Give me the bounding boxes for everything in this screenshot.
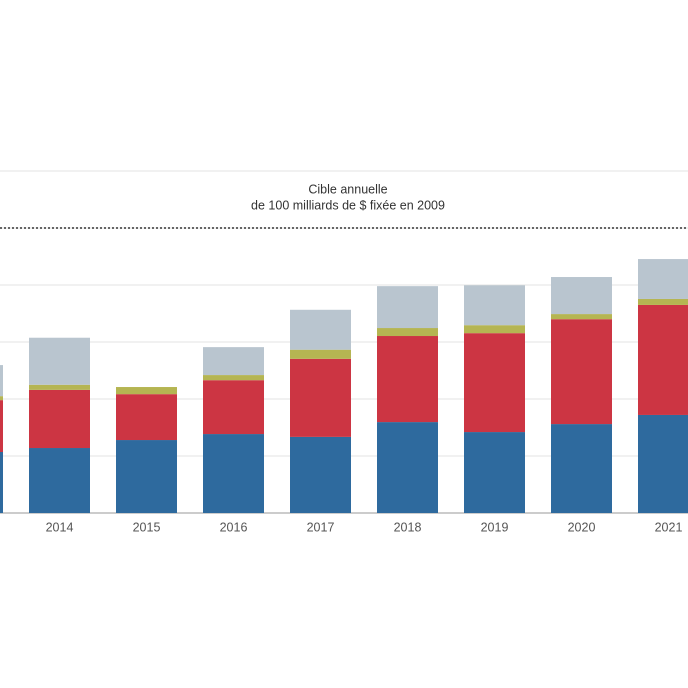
- bar-segment: [290, 309, 351, 350]
- bar-segment: [638, 414, 688, 513]
- bar-segment: [638, 259, 688, 299]
- x-tick-label: 2017: [307, 520, 335, 534]
- bar-segment: [464, 333, 525, 433]
- bar-segment: [464, 285, 525, 326]
- bar-segment: [638, 304, 688, 415]
- bar-segment: [116, 440, 177, 513]
- bar-segment: [0, 396, 3, 401]
- bar-segment: [0, 365, 3, 397]
- bar-segment: [29, 384, 90, 390]
- bar-segment: [377, 286, 438, 329]
- bar-segment: [0, 452, 3, 513]
- x-tick-label: 2019: [481, 520, 509, 534]
- bar-segment: [464, 325, 525, 334]
- bar-segment: [464, 432, 525, 513]
- bar-segment: [290, 358, 351, 437]
- bar-segment: [116, 387, 177, 395]
- x-tick-label: 2018: [394, 520, 422, 534]
- bar-segment: [290, 349, 351, 359]
- bar-segment: [203, 375, 264, 381]
- bar-segment: [377, 422, 438, 513]
- annotation: Cible annuelle: [308, 182, 387, 196]
- x-tick-label: 2020: [568, 520, 596, 534]
- bar-segment: [29, 337, 90, 385]
- bar-segment: [551, 424, 612, 513]
- bar-segment: [551, 277, 612, 315]
- bar-segment: [290, 436, 351, 513]
- x-tick-label: 2014: [46, 520, 74, 534]
- x-tick-label: 2016: [220, 520, 248, 534]
- bar-segment: [203, 380, 264, 435]
- x-tick-label: 2015: [133, 520, 161, 534]
- bar-segment: [29, 448, 90, 513]
- bar-segment: [29, 389, 90, 449]
- bar-segment: [0, 400, 3, 453]
- bar-segment: [551, 319, 612, 425]
- x-tick-label: 2021: [655, 520, 683, 534]
- bar-segment: [377, 328, 438, 337]
- bar-segment: [638, 298, 688, 305]
- annotation: de 100 milliards de $ fixée en 2009: [251, 198, 445, 212]
- bar-segment: [203, 347, 264, 376]
- bar-segment: [203, 434, 264, 513]
- bar-segment: [116, 394, 177, 441]
- bar-segment: [377, 336, 438, 423]
- bar-segment: [551, 314, 612, 320]
